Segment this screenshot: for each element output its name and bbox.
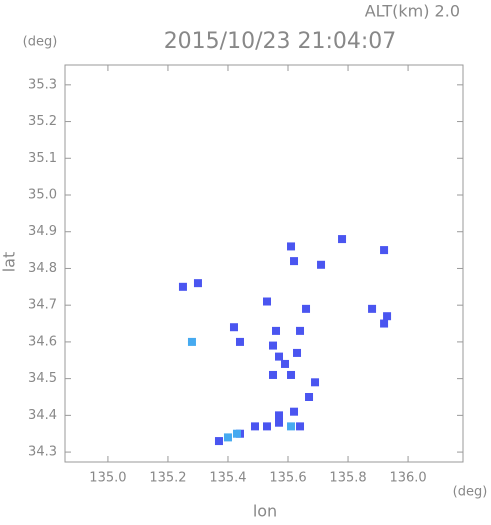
echo	[311, 378, 320, 387]
y-tick-label: 35.3	[28, 77, 57, 92]
echo	[338, 235, 347, 244]
x-unit: (deg)	[453, 485, 488, 500]
y-tick-label: 34.3	[28, 445, 57, 460]
x-tick-label: 136.0	[389, 471, 426, 486]
echo	[296, 326, 305, 335]
echo	[317, 260, 326, 269]
x-tick-label: 135.8	[329, 471, 366, 486]
echo	[368, 304, 377, 313]
x-tick-label: 135.6	[269, 471, 306, 486]
echo	[187, 337, 196, 346]
echo	[235, 337, 244, 346]
x-axis-label: lon	[253, 502, 277, 521]
x-tick-label: 135.4	[209, 471, 246, 486]
echo	[223, 433, 232, 442]
echo	[263, 297, 272, 306]
y-unit: (deg)	[23, 35, 58, 50]
echo	[275, 352, 284, 361]
y-tick-label: 35.1	[28, 151, 57, 166]
echo	[293, 348, 302, 357]
y-tick-label: 35.2	[28, 114, 57, 129]
altitude-label: ALT(km) 2.0	[365, 2, 460, 21]
echo	[383, 312, 392, 321]
echo	[281, 359, 290, 368]
echo	[275, 411, 284, 420]
y-tick-label: 34.6	[28, 334, 57, 349]
echo	[269, 341, 278, 350]
y-axis-label: lat	[0, 252, 19, 273]
echo	[296, 422, 305, 431]
echo	[290, 257, 299, 266]
echo	[290, 407, 299, 416]
echo	[229, 323, 238, 332]
echo	[380, 246, 389, 255]
echo	[275, 418, 284, 427]
echo	[178, 282, 187, 291]
x-tick-label: 135.0	[89, 471, 126, 486]
y-tick-label: 34.9	[28, 224, 57, 239]
echo	[287, 370, 296, 379]
echo	[302, 304, 311, 313]
chart-title: 2015/10/23 21:04:07	[164, 29, 397, 54]
echo	[287, 242, 296, 251]
echo	[272, 326, 281, 335]
echo	[380, 319, 389, 328]
plot-frame	[64, 64, 464, 463]
echo	[287, 422, 296, 431]
echo	[214, 437, 223, 446]
y-tick-label: 34.7	[28, 298, 57, 313]
x-tick-label: 135.2	[149, 471, 186, 486]
echo	[193, 279, 202, 288]
y-tick-label: 34.8	[28, 261, 57, 276]
echo	[232, 429, 241, 438]
echo	[250, 422, 259, 431]
y-tick-label: 35.0	[28, 188, 57, 203]
echo	[263, 422, 272, 431]
y-tick-label: 34.4	[28, 408, 57, 423]
echo	[269, 370, 278, 379]
echo	[305, 392, 314, 401]
y-tick-label: 34.5	[28, 371, 57, 386]
